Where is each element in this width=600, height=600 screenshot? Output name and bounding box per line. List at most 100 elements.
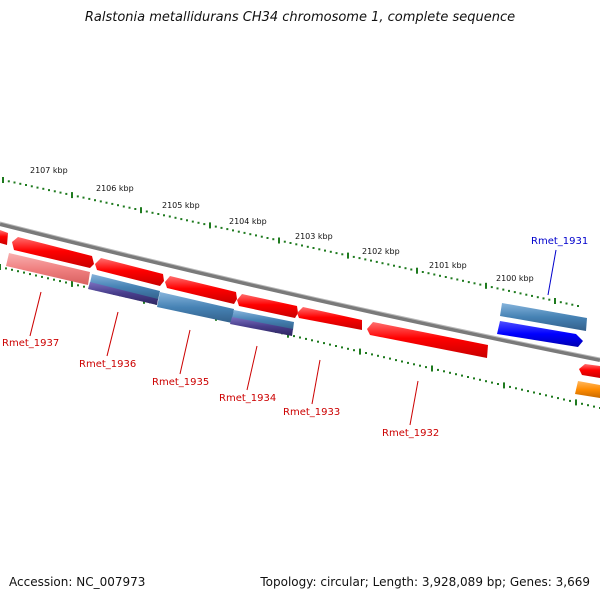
scale-tick-upper-97: [559, 301, 562, 304]
scale-label-2105: 2105 kbp: [162, 201, 200, 210]
scale-tick-upper-68: [393, 264, 395, 267]
scale-tick-lower-84: [503, 382, 505, 389]
scale-tick-upper-1: [7, 180, 10, 183]
scale-tick-upper-34: [197, 221, 200, 224]
scale-tick-upper-30: [174, 216, 177, 219]
scale-tick-lower-55: [329, 343, 331, 346]
gene-feature-rmet1933-red[interactable]: [297, 307, 362, 330]
gene-feature-right-edge-red[interactable]: [579, 364, 600, 378]
scale-tick-lower-2: [11, 268, 13, 271]
scale-tick-upper-22: [128, 206, 131, 209]
accession-text: Accession: NC_007973: [9, 575, 146, 589]
scale-tick-lower-89: [533, 391, 535, 394]
scale-tick-lower-79: [473, 377, 475, 380]
scale-tick-lower-0: [0, 264, 1, 270]
scale-tick-upper-47: [272, 238, 275, 241]
scale-tick-upper-98: [565, 302, 568, 305]
scale-tick-upper-37: [214, 225, 217, 228]
scale-tick-upper-99: [571, 303, 574, 306]
scale-tick-upper-38: [220, 226, 223, 229]
scale-tick-upper-18: [105, 201, 108, 204]
scale-tick-lower-13: [77, 284, 79, 287]
scale-tick-upper-59: [341, 253, 344, 256]
gene-feature-rmet1931-steel[interactable]: [500, 303, 587, 331]
gene-feature-rmet1937-red[interactable]: [12, 237, 94, 268]
scale-tick-upper-72: [416, 267, 418, 274]
gene-feature-rmet1936-steel[interactable]: [90, 274, 160, 300]
gene-feature-rmet1936-slate[interactable]: [88, 282, 158, 305]
scale-tick-upper-12: [71, 192, 73, 199]
scale-tick-upper-86: [496, 287, 499, 290]
gene-feature-rmet1936-red[interactable]: [95, 258, 164, 286]
scale-tick-lower-73: [437, 368, 439, 371]
scale-tick-upper-23: [134, 208, 137, 210]
gene-label-rmet1935[interactable]: Rmet_1935: [152, 377, 209, 388]
gene-feature-rmet1932-red[interactable]: [367, 322, 488, 358]
scale-tick-upper-80: [462, 279, 464, 282]
gene-feature-rmet1934-red[interactable]: [237, 294, 298, 318]
scale-tick-upper-58: [335, 252, 338, 255]
scale-tick-lower-3: [17, 270, 19, 273]
scale-tick-lower-71: [425, 366, 427, 369]
scale-tick-lower-64: [383, 356, 385, 359]
scale-tick-lower-68: [407, 361, 409, 364]
scale-tick-upper-16: [94, 199, 96, 202]
gene-feature-rmet1937-pink[interactable]: [6, 253, 90, 285]
scale-tick-upper-13: [76, 195, 79, 198]
gene-feature-left-edge[interactable]: [0, 230, 8, 245]
scale-tick-upper-53: [306, 245, 309, 248]
gene-label-rmet1933[interactable]: Rmet_1933: [283, 407, 340, 418]
scale-tick-lower-91: [545, 394, 547, 397]
scale-label-2102: 2102 kbp: [362, 247, 400, 256]
scale-tick-upper-63: [364, 258, 367, 261]
scale-tick-lower-59: [353, 349, 355, 352]
gene-feature-right-edge-orange[interactable]: [575, 381, 600, 398]
scale-tick-upper-92: [531, 294, 533, 297]
gene-label-rmet1936[interactable]: Rmet_1936: [79, 359, 136, 370]
gene-feature-rmet1934-slate[interactable]: [230, 317, 293, 336]
summary-text: Topology: circular; Length: 3,928,089 bp…: [260, 575, 590, 589]
scale-tick-upper-3: [19, 182, 22, 185]
scale-tick-upper-29: [168, 215, 171, 218]
scale-tick-lower-99: [593, 405, 595, 408]
scale-tick-upper-45: [260, 235, 263, 238]
gene-label-rmet1932[interactable]: Rmet_1932: [382, 428, 439, 439]
scale-tick-upper-0: [2, 177, 4, 183]
scale-tick-upper-5: [30, 185, 33, 188]
scale-tick-lower-62: [371, 353, 373, 356]
scale-tick-upper-4: [25, 184, 27, 186]
gene-label-rmet1934[interactable]: Rmet_1934: [219, 393, 276, 404]
scale-tick-upper-100: [577, 305, 579, 307]
scale-tick-lower-11: [65, 281, 67, 284]
scale-tick-lower-14: [83, 285, 85, 288]
scale-tick-upper-52: [301, 244, 303, 247]
scale-tick-lower-12: [71, 280, 73, 287]
scale-tick-upper-25: [145, 210, 148, 213]
scale-tick-upper-36: [209, 222, 211, 229]
scale-tick-upper-90: [519, 292, 522, 295]
scale-tick-lower-96: [575, 399, 577, 406]
callout-line-rmet1933: [311, 359, 321, 405]
scale-tick-lower-5: [29, 273, 31, 276]
scale-tick-upper-15: [88, 197, 91, 200]
scale-tick-upper-66: [381, 262, 384, 265]
scale-tick-lower-75: [449, 371, 451, 374]
scale-tick-upper-42: [243, 231, 246, 234]
scale-label-2107: 2107 kbp: [30, 166, 68, 175]
gene-feature-rmet1934-steel[interactable]: [232, 310, 294, 330]
scale-tick-upper-69: [398, 265, 401, 268]
scale-tick-upper-43: [249, 233, 252, 236]
gene-feature-rmet1935-red[interactable]: [165, 276, 237, 304]
gene-feature-rmet1935-steel[interactable]: [157, 292, 234, 323]
gene-label-rmet1931[interactable]: Rmet_1931: [531, 236, 588, 247]
gene-feature-rmet1931-blue[interactable]: [497, 321, 583, 347]
callout-line-rmet1936: [106, 311, 119, 357]
scale-tick-upper-40: [232, 229, 234, 232]
scale-tick-lower-94: [563, 398, 565, 401]
scale-tick-lower-57: [341, 346, 343, 349]
scale-tick-lower-58: [347, 347, 349, 350]
scale-tick-upper-62: [358, 257, 361, 260]
gene-label-rmet1937[interactable]: Rmet_1937: [2, 338, 59, 349]
scale-tick-upper-82: [473, 282, 476, 285]
